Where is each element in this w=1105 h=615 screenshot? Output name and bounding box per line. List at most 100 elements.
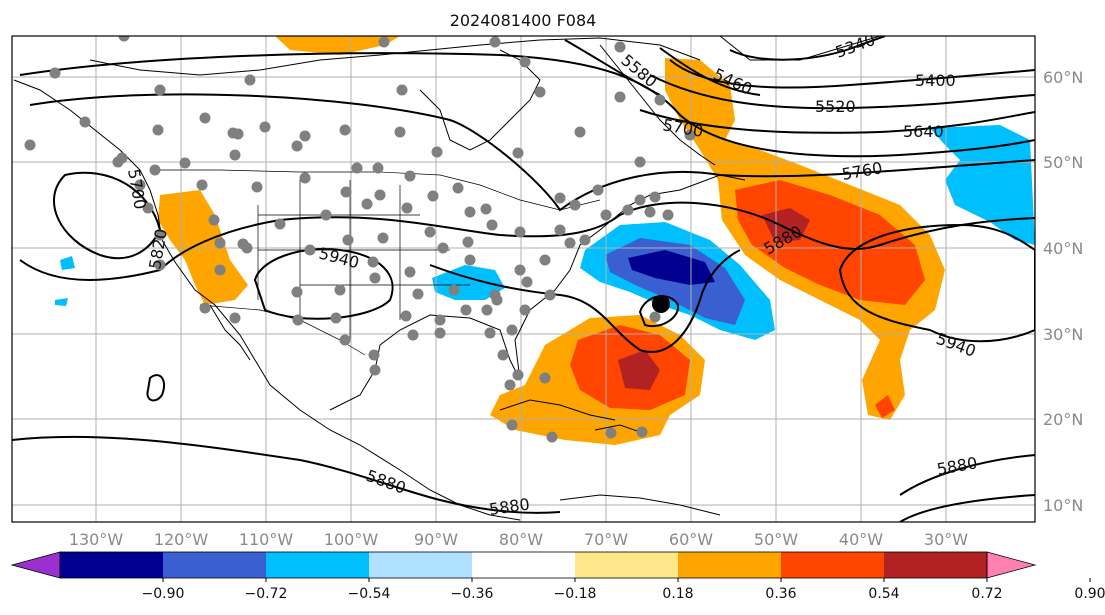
colorbar-bin: [781, 552, 885, 578]
station-dot: [424, 226, 436, 238]
contour-5880-southeast: [899, 454, 1035, 496]
station-dot: [237, 238, 249, 250]
anomaly-sky-northeast-atlantic: [930, 125, 1035, 245]
contour-low-west-coast: [146, 374, 166, 402]
station-dot: [304, 244, 316, 256]
station-dot: [579, 234, 591, 246]
station-dot: [592, 184, 604, 196]
station-dot: [118, 36, 130, 42]
station-dot: [368, 349, 380, 361]
station-dot: [497, 349, 509, 361]
station-dot: [649, 311, 661, 323]
lon-label-50w: 50°W: [754, 530, 798, 549]
station-dot: [112, 156, 124, 168]
station-dot: [299, 130, 311, 142]
colorbar-tick-label: 0.72: [971, 586, 1002, 602]
border-us-canada: [150, 169, 601, 211]
station-dot: [412, 288, 424, 300]
station-dot: [519, 56, 531, 68]
station-dot: [564, 237, 576, 249]
station-dot: [299, 172, 311, 184]
contour-tropical-low: [638, 295, 680, 328]
station-dot: [534, 86, 546, 98]
contour-label-5400: 5400: [915, 71, 956, 90]
station-dot: [546, 431, 558, 443]
station-dot: [512, 147, 524, 159]
colorbar-tick-label: 0.54: [868, 586, 899, 602]
coastline-west-north-america: [13, 79, 521, 521]
colorbar-tick-label: −0.18: [554, 586, 597, 602]
station-dot: [649, 191, 661, 203]
station-dot: [396, 84, 408, 96]
lat-label-20n: 20°N: [1043, 410, 1083, 429]
station-dot: [431, 146, 443, 158]
contour-5760: [29, 93, 1035, 212]
colorbar-bin: [472, 552, 576, 578]
station-dot: [460, 304, 472, 316]
station-dot: [330, 312, 342, 324]
station-dot: [214, 264, 226, 276]
station-dot: [232, 128, 244, 140]
station-dot: [361, 198, 373, 210]
contour-5640: [639, 109, 1035, 134]
colorbar-over-triangle: [986, 551, 1037, 579]
station-dot: [486, 219, 498, 231]
tropical-cyclone-dot: [652, 295, 670, 313]
contour-label-5640: 5640: [903, 122, 944, 141]
station-dot: [574, 126, 586, 138]
colorbar-border: [59, 551, 988, 579]
station-dot: [229, 149, 241, 161]
station-dot: [49, 67, 61, 79]
coastline-baja: [209, 304, 251, 361]
station-dot: [334, 284, 346, 296]
contour-5820: [53, 171, 162, 260]
colorbar-tick-label: 0.36: [765, 586, 796, 602]
contour-5940-east: [838, 223, 1035, 343]
station-dot: [244, 74, 256, 86]
station-dot: [636, 426, 648, 438]
colorbar: −0.90 −0.72 −0.54 −0.36 −0.18 0.18 0.36 0.54 0.7…: [10, 551, 1105, 602]
station-dot: [448, 284, 460, 296]
anomaly-sky-small-west2: [55, 298, 68, 306]
station-dot: [539, 372, 551, 384]
station-dot: [614, 41, 626, 53]
coastline-cuba: [499, 399, 616, 421]
station-dot: [684, 129, 696, 141]
station-dot: [434, 314, 446, 326]
contour-5340: [729, 36, 886, 61]
lon-label-90w: 90°W: [414, 530, 458, 549]
colorbar-tick-label: −0.54: [348, 586, 391, 602]
station-dot: [519, 304, 531, 316]
station-dot: [644, 206, 656, 218]
station-dot: [484, 327, 496, 339]
station-dot: [339, 124, 351, 136]
coastline-hispaniola: [594, 424, 641, 433]
contour-5880-west: [19, 201, 1035, 281]
station-dot: [452, 182, 464, 194]
station-dot: [142, 202, 154, 214]
station-dot: [600, 209, 612, 221]
station-dot: [274, 218, 286, 230]
lat-label-50n: 50°N: [1043, 153, 1083, 172]
station-dot: [662, 209, 674, 221]
station-dot: [634, 194, 646, 206]
station-dot: [506, 419, 518, 431]
station-dot: [634, 156, 646, 168]
colorbar-tick-label: 0.90: [1074, 586, 1105, 602]
lon-label-70w: 70°W: [584, 530, 628, 549]
station-dot: [462, 236, 474, 248]
coastline-hudson-bay: [419, 49, 541, 151]
station-dot: [614, 91, 626, 103]
station-dot: [464, 206, 476, 218]
contour-5880-bottom-right: [899, 494, 1035, 522]
map-title: 2024081400 F084: [450, 11, 597, 30]
colorbar-bin: [678, 552, 782, 578]
anomaly-navy-atlantic: [628, 250, 715, 285]
station-dot: [506, 324, 518, 336]
lat-label-60n: 60°N: [1043, 68, 1083, 87]
positive-anomaly-regions: [158, 36, 945, 445]
station-dot: [367, 256, 379, 268]
station-dot: [199, 112, 211, 124]
station-dot: [512, 369, 524, 381]
anomaly-red-small: [875, 395, 895, 418]
